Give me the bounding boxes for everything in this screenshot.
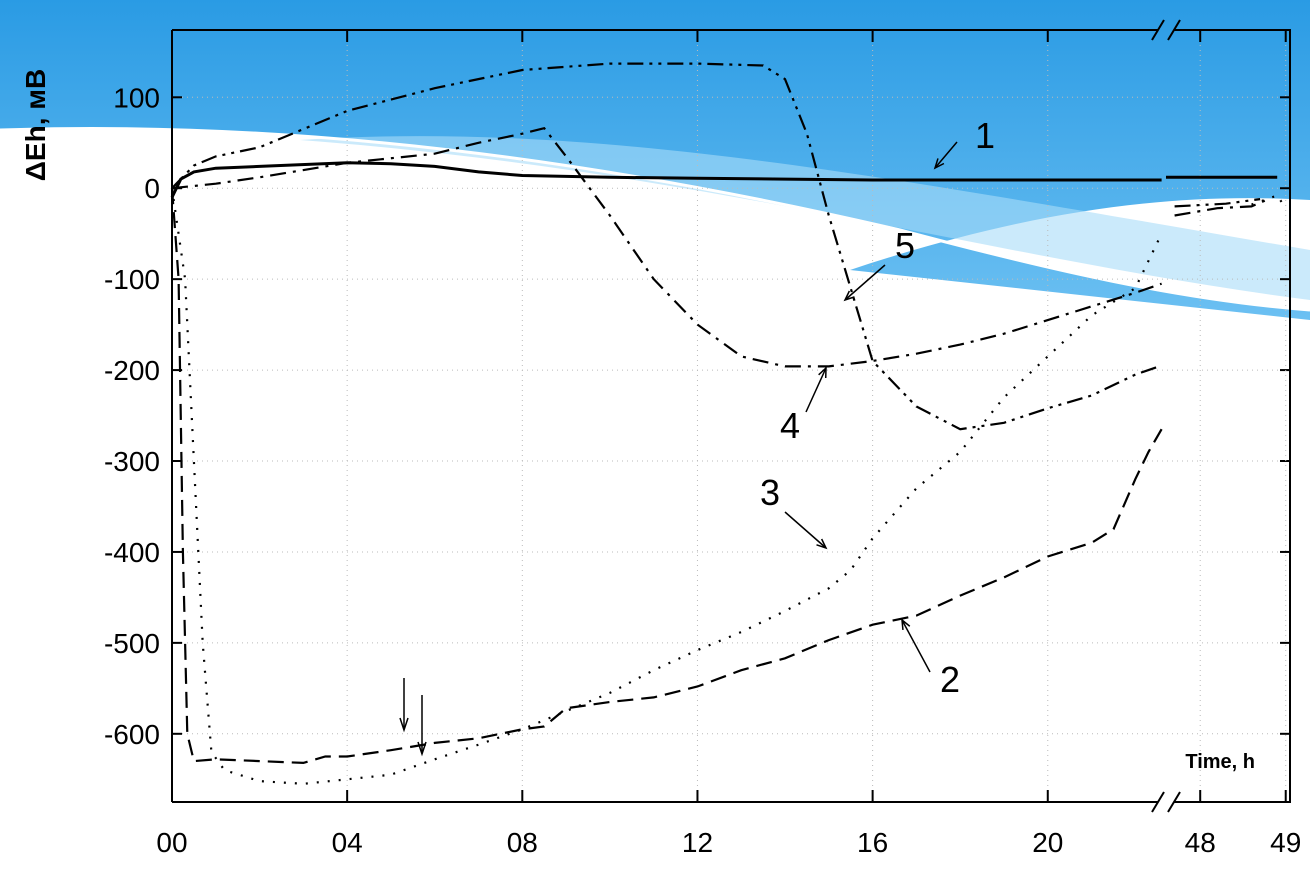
axis-frame xyxy=(171,29,1291,803)
series-line xyxy=(170,188,1163,765)
x-tick-label: 48 xyxy=(1185,827,1216,858)
x-tick-label: 16 xyxy=(857,827,888,858)
background-wave-edge xyxy=(0,126,1310,312)
x-axis-label: Time, h xyxy=(1185,751,1255,773)
x-tick-label: 20 xyxy=(1032,827,1063,858)
y-tick-label: -100 xyxy=(104,264,160,295)
x-tick-label: 04 xyxy=(332,827,363,858)
background-wave xyxy=(0,128,1310,864)
y-tick-label: 100 xyxy=(113,82,160,113)
y-tick-label: -300 xyxy=(104,446,160,477)
label-arrow xyxy=(784,511,827,549)
x-tick-label: 08 xyxy=(507,827,538,858)
series-line xyxy=(171,126,1270,368)
x-tick-label: 00 xyxy=(156,827,187,858)
series-label: 1 xyxy=(975,115,995,156)
label-arrow-head xyxy=(933,158,945,170)
y-tick-label: -200 xyxy=(104,355,160,386)
series-label: 4 xyxy=(780,405,800,446)
label-arrow xyxy=(805,367,827,413)
series-label: 5 xyxy=(895,225,915,266)
series-label: 3 xyxy=(760,472,780,513)
label-arrow-head xyxy=(901,618,911,631)
x-tick-label: 12 xyxy=(682,827,713,858)
label-arrow xyxy=(844,264,886,301)
series-label: 2 xyxy=(940,659,960,700)
label-arrow xyxy=(901,619,931,673)
label-arrow xyxy=(934,141,958,169)
axis-break xyxy=(1151,19,1181,41)
series-line xyxy=(171,62,1261,431)
x-tick-label: 49 xyxy=(1270,827,1301,858)
series-line xyxy=(170,161,1278,198)
y-tick-label: -400 xyxy=(104,537,160,568)
label-arrow-head xyxy=(816,538,828,550)
y-tick-label: 0 xyxy=(144,173,160,204)
label-arrow-head xyxy=(818,366,827,379)
label-arrow-head xyxy=(843,290,855,302)
series-line xyxy=(170,188,1287,785)
y-tick-label: -600 xyxy=(104,719,160,750)
axis-break xyxy=(1151,791,1181,813)
background-band xyxy=(300,136,1310,300)
y-axis-label: ΔEh, мВ xyxy=(20,69,51,181)
small-arrows xyxy=(399,678,427,757)
y-tick-label: -500 xyxy=(104,628,160,659)
